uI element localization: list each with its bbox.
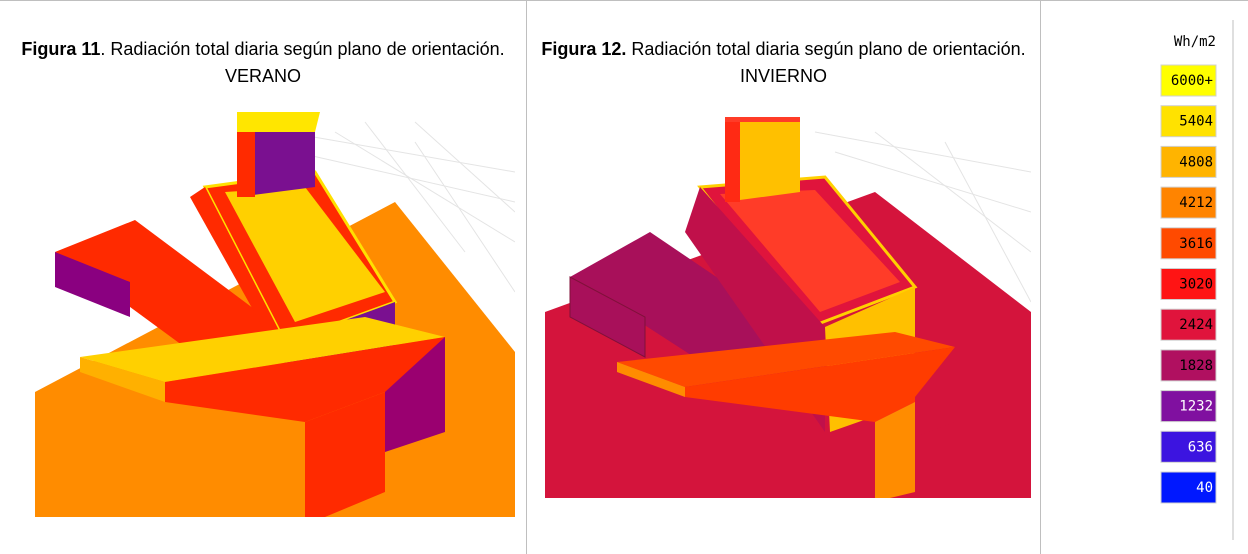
legend-swatch [1160, 145, 1217, 178]
legend-label: 40 [1196, 480, 1213, 496]
legend-label: 2424 [1179, 317, 1213, 333]
legend-label: 4808 [1179, 154, 1213, 170]
legend-label: 4212 [1179, 195, 1213, 211]
legend-label: 6000+ [1171, 73, 1213, 89]
legend-swatch [1160, 268, 1217, 300]
caption-text: Radiación total diaria según plano de or… [626, 39, 1026, 86]
caption-text: . Radiación total diaria según plano de … [100, 39, 505, 86]
figure-label: Figura 11 [21, 39, 101, 59]
render-winter [545, 92, 1031, 498]
legend: Wh/m2 6000+ 5404 4808 4212 3616 3020 2424 1828 1… [1160, 20, 1234, 540]
figure-cell: Figura 11. Radiación total diaria según … [0, 0, 526, 554]
legend-swatch [1160, 390, 1217, 423]
legend-swatch [1160, 186, 1217, 219]
table-top [0, 0, 1248, 1]
legend-label: 3020 [1179, 277, 1213, 293]
legend-swatch [1160, 64, 1217, 97]
figure-cell: Figura 12. Radiación total diaria según … [526, 0, 1040, 554]
legend-swatch [1160, 105, 1217, 138]
legend-swatch [1160, 430, 1217, 463]
legend-cell: Wh/m2 6000+ 5404 4808 4212 3616 3020 2424 1828 1… [1040, 0, 1248, 554]
legend-label: 1232 [1179, 399, 1213, 415]
figure-caption: Figura 12. Radiación total diaria según … [541, 36, 1026, 90]
render-summer [35, 92, 515, 517]
legend-swatch [1160, 308, 1217, 341]
figure-caption: Figura 11. Radiación total diaria según … [14, 36, 512, 90]
legend-label: 1828 [1179, 358, 1213, 374]
legend-swatch [1160, 227, 1217, 260]
legend-label: 5404 [1179, 114, 1213, 130]
legend-title: Wh/m2 [1174, 34, 1216, 50]
legend-swatch [1160, 349, 1217, 382]
legend-swatch [1160, 471, 1217, 504]
figure-label: Figura 12. [541, 39, 627, 59]
legend-label: 3616 [1179, 236, 1213, 252]
legend-label: 636 [1188, 439, 1213, 455]
